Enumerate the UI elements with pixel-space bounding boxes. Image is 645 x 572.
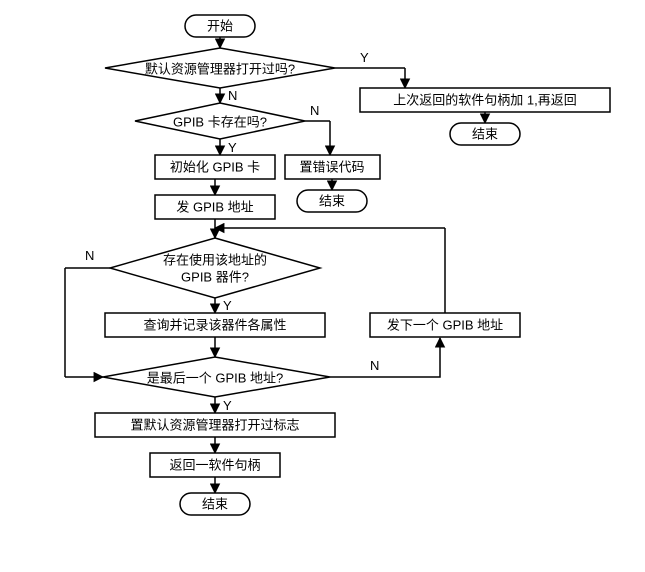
node-p7-text: 置默认资源管理器打开过标志 bbox=[130, 417, 299, 432]
node-p3-text: 初始化 GPIB 卡 bbox=[170, 159, 260, 174]
node-p6-text: 发下一个 GPIB 地址 bbox=[387, 317, 503, 332]
d1-n-label: N bbox=[228, 88, 237, 103]
node-p2-text: 置错误代码 bbox=[299, 159, 364, 174]
d3-y-label: Y bbox=[223, 298, 232, 313]
node-p4-text: 发 GPIB 地址 bbox=[176, 199, 253, 214]
node-p5-text: 查询并记录该器件各属性 bbox=[143, 317, 286, 332]
node-end3-text: 结束 bbox=[202, 496, 228, 511]
node-d2-text: GPIB 卡存在吗? bbox=[173, 114, 267, 129]
flowchart-svg: 开始 默认资源管理器打开过吗? Y 上次返回的软件句柄加 1,再返回 结束 N … bbox=[10, 10, 635, 562]
node-d3-text2: GPIB 器件? bbox=[181, 269, 249, 284]
node-start-text: 开始 bbox=[207, 18, 233, 33]
d4-y-label: Y bbox=[223, 398, 232, 413]
node-d1-text: 默认资源管理器打开过吗? bbox=[145, 61, 295, 76]
d1-y-label: Y bbox=[360, 50, 369, 65]
d2-n-label: N bbox=[310, 103, 319, 118]
d2-y-label: Y bbox=[228, 140, 237, 155]
node-end1-text: 结束 bbox=[472, 126, 498, 141]
node-d3-text1: 存在使用该地址的 bbox=[163, 252, 267, 267]
d3-n-label: N bbox=[85, 248, 94, 263]
node-p1-text: 上次返回的软件句柄加 1,再返回 bbox=[393, 92, 576, 107]
d4-n-label: N bbox=[370, 358, 379, 373]
node-p8-text: 返回一软件句柄 bbox=[169, 457, 260, 472]
node-d4-text: 是最后一个 GPIB 地址? bbox=[147, 370, 284, 385]
node-end2-text: 结束 bbox=[319, 193, 345, 208]
node-d3 bbox=[110, 238, 320, 298]
